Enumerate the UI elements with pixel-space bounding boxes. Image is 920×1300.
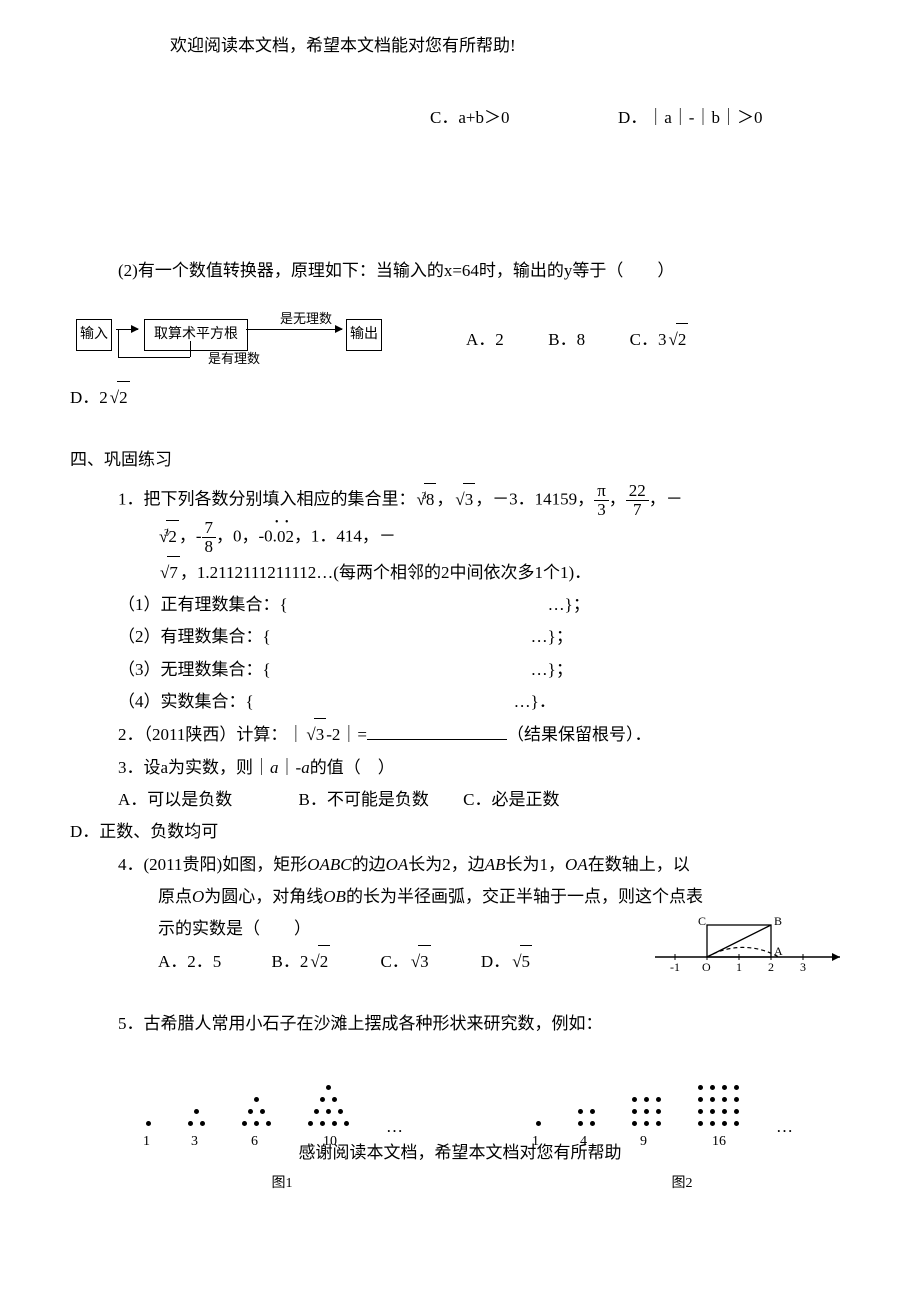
p1-line3: √7，1.2112111211112…(每两个相邻的2中间依次多1个1)． [158, 556, 850, 589]
q2-opt-d: D．2√2 [70, 381, 850, 414]
q2-opt-b: B．8 [548, 330, 585, 349]
p5-stem: 5．古希腊人常用小石子在沙滩上摆成各种形状来研究数，例如： [118, 1008, 850, 1040]
p4-d: D．√5 [481, 952, 532, 971]
p4-line2: 原点O为圆心，对角线OB的长为半径画弧，交正半轴于一点，则这个点表 [158, 881, 850, 913]
p4-b: B．2√2 [272, 952, 331, 971]
p1-line2: 3√2，-78，0，-0.02，1．414，－ [158, 519, 850, 556]
set-1: （1）正有理数集合：{…}； [118, 589, 850, 621]
p4-c: C．√3 [380, 952, 430, 971]
svg-text:B: B [774, 914, 782, 928]
dot-figures: 13610… 14916… [142, 1051, 850, 1131]
flow-down [190, 341, 191, 357]
square-numbers: 14916… [532, 1051, 832, 1131]
set-2: （2）有理数集合：{…}； [118, 621, 850, 653]
svg-text:C: C [698, 914, 706, 928]
q2-opt-a: A．2 [466, 330, 504, 349]
flow-output: 输出 [346, 319, 382, 352]
svg-text:A: A [774, 944, 783, 958]
p4-a: A．2．5 [158, 952, 221, 971]
fill-blank[interactable] [367, 722, 507, 740]
flow-arrow-1 [116, 329, 138, 330]
svg-text:3: 3 [800, 960, 806, 974]
p3-a: A．可以是负数 [118, 790, 232, 809]
options-cd: C．a+b＞0 D．｜a｜-｜b｜＞0 [430, 102, 850, 134]
p4-line1: 4．(2011贵阳)如图，矩形OABC的边OA长为2，边AB长为1，OA在数轴上… [118, 849, 850, 881]
fig1-caption: 图1 [142, 1171, 422, 1198]
q2-opt-c: C．3√2 [630, 330, 689, 349]
header-note: 欢迎阅读本文档，希望本文档能对您有所帮助! [170, 30, 850, 62]
q2-stem: (2)有一个数值转换器，原理如下：当输入的x=64时，输出的y等于（ ） [118, 255, 850, 287]
flow-back-v [118, 329, 119, 357]
number-axis-figure: -1 O 1 2 3 C B A [650, 913, 850, 986]
set-4: （4）实数集合：{…}． [118, 686, 850, 718]
p3-b: B．不可能是负数 [299, 790, 429, 809]
p3-c: C．必是正数 [463, 790, 559, 809]
flowchart: 输入 取算术平方根 是无理数 输出 是有理数 [70, 305, 410, 375]
svg-text:2: 2 [768, 960, 774, 974]
flow-label-irrational: 是无理数 [280, 307, 332, 332]
p4-line3: -1O123 CBA 示的实数是（ ） [158, 913, 850, 945]
set-3: （3）无理数集合：{…}； [118, 654, 850, 686]
svg-text:-1: -1 [670, 960, 680, 974]
p1-line1: 1．把下列各数分别填入相应的集合里：3√8，√3，－3．14159，π3，227… [118, 482, 850, 519]
q2-options-abc: A．2 B．8 C．3√2 [466, 323, 688, 356]
triangular-numbers: 13610… [142, 1051, 422, 1131]
flow-back-h [118, 357, 190, 358]
svg-text:O: O [702, 960, 711, 974]
footer-note: 感谢阅读本文档，希望本文档对您有所帮助 [70, 1137, 850, 1169]
flow-input: 输入 [76, 319, 112, 352]
flowchart-row: 输入 取算术平方根 是无理数 输出 是有理数 A．2 B．8 C．3√2 [70, 305, 850, 375]
flow-label-rational: 是有理数 [208, 347, 260, 372]
section-4-title: 四、巩固练习 [70, 444, 850, 476]
option-c: C．a+b＞0 [430, 108, 509, 127]
option-d: D．｜a｜-｜b｜＞0 [618, 108, 762, 127]
svg-text:1: 1 [736, 960, 742, 974]
p2: 2．（2011陕西）计算：｜√3-2｜=（结果保留根号）． [118, 718, 850, 751]
p3-stem: 3．设a为实数，则｜a｜-a的值（ ） [118, 752, 850, 784]
fig2-caption: 图2 [532, 1171, 832, 1198]
p3-d: D．正数、负数均可 [70, 816, 850, 848]
p3-opts-abc: A．可以是负数 B．不可能是负数 C．必是正数 [118, 784, 850, 816]
